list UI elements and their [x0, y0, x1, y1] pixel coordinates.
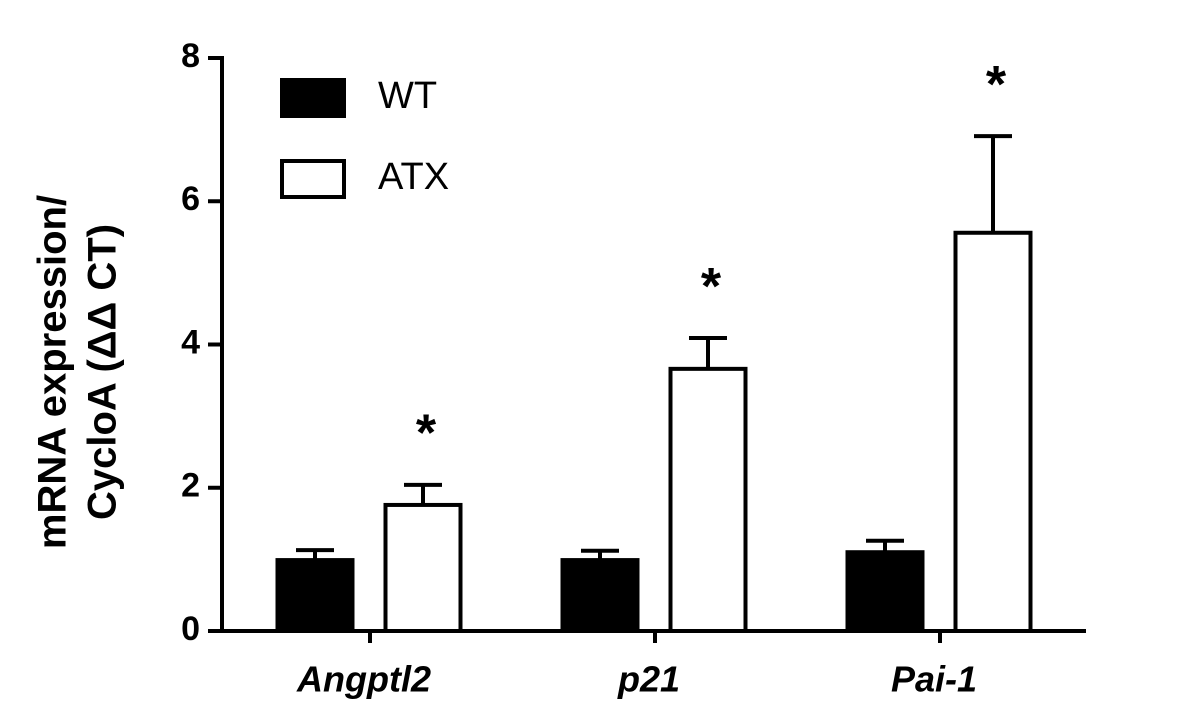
- significance-marker: *: [416, 405, 437, 463]
- y-axis-title-line: mRNA expression/: [31, 195, 75, 549]
- y-tick-label: 4: [181, 323, 200, 361]
- significance-marker: *: [986, 56, 1007, 114]
- legend-label: ATX: [378, 156, 449, 198]
- y-axis-title: mRNA expression/ CycloA (ΔΔ CT): [31, 195, 125, 549]
- x-tick-label: Pai-1: [891, 659, 977, 700]
- y-axis-title-line: CycloA (ΔΔ CT): [81, 224, 125, 520]
- y-tick-label: 0: [181, 610, 200, 648]
- x-tick-label: p21: [617, 659, 680, 700]
- y-tick-label: 2: [181, 467, 200, 505]
- y-tick-label: 6: [181, 180, 200, 218]
- bar: [275, 558, 355, 633]
- legend-swatch: [280, 78, 346, 118]
- x-tick-label: Angptl2: [296, 659, 431, 700]
- y-tick-label: 8: [181, 37, 200, 75]
- bar: [953, 230, 1033, 633]
- legend-swatch: [280, 159, 346, 199]
- bar: [383, 502, 463, 633]
- bar: [668, 366, 748, 633]
- bar: [560, 558, 640, 633]
- significance-marker: *: [701, 258, 722, 316]
- legend-label: WT: [378, 75, 437, 117]
- bar: [845, 550, 925, 634]
